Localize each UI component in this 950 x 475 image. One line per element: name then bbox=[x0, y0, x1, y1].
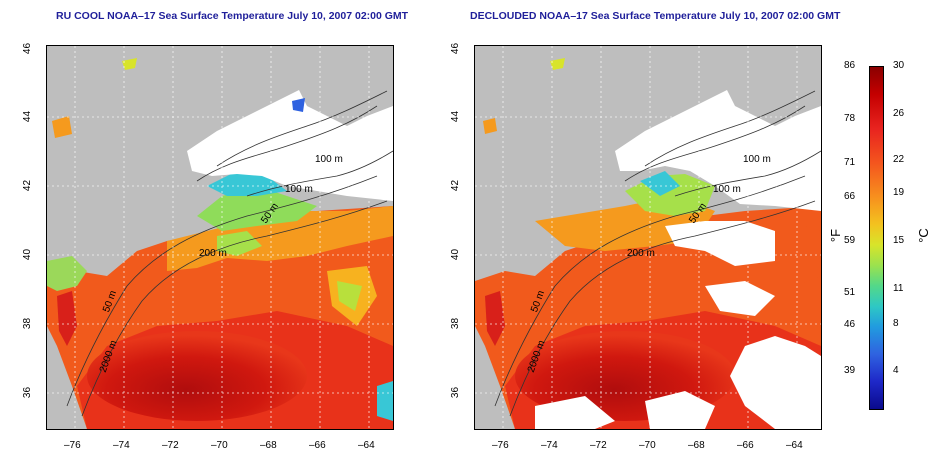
lon-tick-76: –76 bbox=[492, 440, 509, 451]
colorbar-f-59: 59 bbox=[844, 235, 856, 246]
depth-label-100m-a: 100 m bbox=[315, 154, 343, 165]
lat-tick-44: 44 bbox=[22, 110, 34, 123]
lat-tick-46: 46 bbox=[450, 42, 462, 55]
colorbar-f-39: 39 bbox=[844, 365, 856, 376]
colorbar-c-15: 15 bbox=[893, 235, 905, 246]
colorbar-f-78: 78 bbox=[844, 113, 856, 124]
depth-label-100m-a: 100 m bbox=[743, 154, 771, 165]
depth-label-200m: 200 m bbox=[199, 248, 227, 259]
colorbar-c-4: 4 bbox=[893, 365, 899, 376]
right-map-title: DECLOUDED NOAA–17 Sea Surface Temperatur… bbox=[470, 10, 841, 22]
depth-label-100m-b: 100 m bbox=[713, 184, 741, 195]
colorbar-c-30: 30 bbox=[893, 60, 905, 71]
lon-tick-66: –66 bbox=[737, 440, 754, 451]
depth-label-100m-b: 100 m bbox=[285, 184, 313, 195]
colorbar-f-46: 46 bbox=[844, 319, 856, 330]
lon-tick-76: –76 bbox=[64, 440, 81, 451]
lat-tick-36: 36 bbox=[450, 386, 462, 399]
colorbar-c-22: 22 bbox=[893, 154, 905, 165]
unit-celsius: °C bbox=[915, 228, 931, 243]
temperature-colorbar bbox=[869, 66, 884, 410]
colorbar-f-71: 71 bbox=[844, 157, 856, 168]
lat-tick-38: 38 bbox=[22, 317, 34, 330]
lat-tick-42: 42 bbox=[22, 179, 34, 192]
lon-tick-66: –66 bbox=[309, 440, 326, 451]
lon-tick-70: –70 bbox=[211, 440, 228, 451]
lat-tick-36: 36 bbox=[22, 386, 34, 399]
colorbar-c-8: 8 bbox=[893, 318, 899, 329]
lon-tick-64: –64 bbox=[786, 440, 803, 451]
depth-label-200m: 200 m bbox=[627, 248, 655, 259]
lon-tick-74: –74 bbox=[541, 440, 558, 451]
lon-tick-68: –68 bbox=[688, 440, 705, 451]
colorbar-c-11: 11 bbox=[893, 283, 904, 294]
lat-tick-40: 40 bbox=[22, 248, 34, 261]
lat-tick-42: 42 bbox=[450, 179, 462, 192]
lon-tick-64: –64 bbox=[358, 440, 375, 451]
colorbar-f-66: 66 bbox=[844, 191, 856, 202]
colorbar-f-51: 51 bbox=[844, 287, 856, 298]
lon-tick-70: –70 bbox=[639, 440, 656, 451]
colorbar-c-19: 19 bbox=[893, 187, 905, 198]
lat-tick-44: 44 bbox=[450, 110, 462, 123]
lat-tick-46: 46 bbox=[22, 42, 34, 55]
lon-tick-72: –72 bbox=[162, 440, 179, 451]
lon-tick-74: –74 bbox=[113, 440, 130, 451]
right-sst-map: 100 m 100 m 50 m 200 m 50 m 2000 m bbox=[474, 45, 822, 430]
unit-fahrenheit: °F bbox=[828, 228, 844, 243]
left-map-title: RU COOL NOAA–17 Sea Surface Temperature … bbox=[56, 10, 409, 22]
lon-tick-72: –72 bbox=[590, 440, 607, 451]
lon-tick-68: –68 bbox=[260, 440, 277, 451]
lat-tick-38: 38 bbox=[450, 317, 462, 330]
colorbar-c-26: 26 bbox=[893, 108, 905, 119]
left-sst-map: 100 m 100 m 50 m 200 m 50 m 2000 m bbox=[46, 45, 394, 430]
colorbar-f-86: 86 bbox=[844, 60, 856, 71]
lat-tick-40: 40 bbox=[450, 248, 462, 261]
